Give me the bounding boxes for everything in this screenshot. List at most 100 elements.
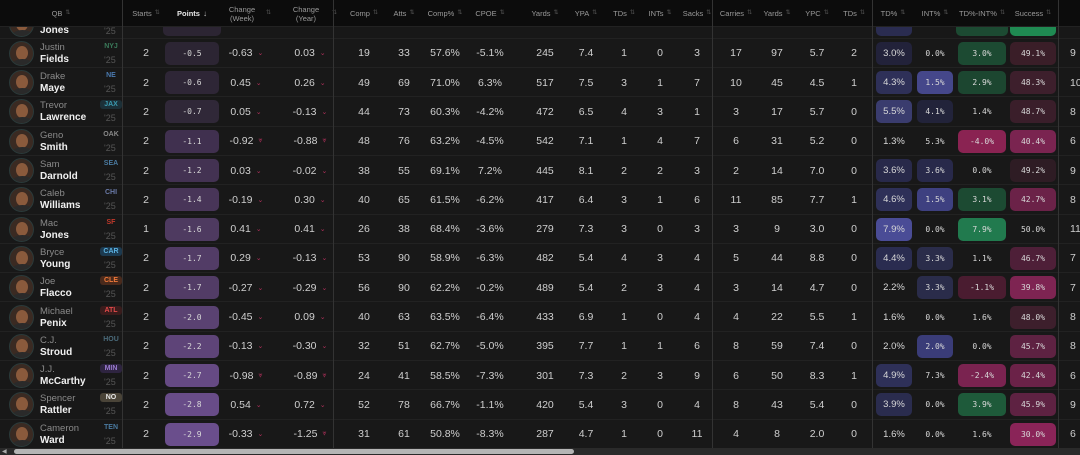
- scrollbar-thumb[interactable]: [14, 449, 574, 454]
- player-avatar: [9, 304, 34, 330]
- table-row[interactable]: Joe Flacco CLE '25 2 -1.7 -0.27 ⌄ -0.29 ⌄ 56 90 62.2…: [0, 273, 1080, 303]
- points-cell: -2.7: [165, 364, 219, 388]
- ypc-cell: 2.0: [809, 428, 825, 441]
- sort-icon[interactable]: ⇅: [553, 10, 559, 16]
- table-row[interactable]: Justin Fields NYJ '25 2 -0.5 -0.63 ⌄ 0.03 ⌄ 19 33 57…: [0, 39, 1080, 69]
- sort-icon[interactable]: ⇅: [409, 10, 415, 16]
- header-qb[interactable]: QB ⇅: [0, 0, 122, 27]
- player-first-name[interactable]: Joe: [40, 276, 56, 288]
- header-comp[interactable]: Comp ⇅: [345, 0, 383, 27]
- player-last-name[interactable]: Flacco: [40, 288, 72, 300]
- sort-icon[interactable]: ⇅: [900, 10, 906, 16]
- header-cpoe[interactable]: CPOE ⇅: [468, 0, 512, 27]
- sort-icon[interactable]: ⇅: [747, 10, 753, 16]
- table-row[interactable]: Trevor Lawrence JAX '25 2 -0.7 0.05 ⌄ -0.13 ⌄ 44 73…: [0, 97, 1080, 127]
- player-first-name[interactable]: J.J.: [40, 364, 55, 376]
- player-last-name[interactable]: Penix: [40, 317, 67, 329]
- sort-icon[interactable]: ⇅: [943, 10, 949, 16]
- table-row[interactable]: Caleb Williams CHI '25 2 -1.4 -0.19 ⌄ 0.30 ⌄ 40 65 6…: [0, 185, 1080, 215]
- ypc-cell: 8.8: [809, 252, 825, 265]
- scroll-left-icon[interactable]: ◀: [2, 449, 7, 455]
- yards-cell: 542: [536, 135, 554, 148]
- sort-icon[interactable]: ⇅: [265, 10, 272, 16]
- header-atts[interactable]: Atts ⇅: [385, 0, 423, 27]
- sort-desc-icon[interactable]: ↓: [202, 9, 207, 18]
- player-first-name[interactable]: Bryce: [40, 246, 65, 258]
- header-ints[interactable]: INTs ⇅: [640, 0, 680, 27]
- table-row[interactable]: Sam Darnold SEA '25 2 -1.2 0.03 ⌄ -0.02 ⌄ 38 55 69.1…: [0, 156, 1080, 186]
- header-tds[interactable]: TDs ⇅: [604, 0, 644, 27]
- table-row[interactable]: Michael Penix ATL '25 2 -2.0 -0.45 ⌄ 0.09 ⌄ 40 63 63…: [0, 303, 1080, 332]
- table-row[interactable]: Bryce Young CAR '25 2 -1.7 0.29 ⌄ -0.13 ⌄ 53 90 58.9…: [0, 244, 1080, 274]
- header-yards[interactable]: Yards ⇅: [520, 0, 570, 27]
- header-points[interactable]: Points ↓: [163, 0, 221, 27]
- table-row[interactable]: Mac Jones SF '25 1 -1.6 0.41 ⌄ 0.41 ⌄ 26 38 68.4% -3.…: [0, 215, 1080, 244]
- header-sacks[interactable]: Sacks ⇅: [676, 0, 718, 27]
- sort-icon[interactable]: ⇅: [372, 10, 379, 16]
- player-last-name[interactable]: McCarthy: [40, 376, 86, 388]
- sort-icon[interactable]: ⇅: [859, 10, 865, 16]
- header-int-pct[interactable]: INT% ⇅: [914, 0, 956, 27]
- table-row[interactable]: Cameron Ward TEN '25 2 -2.9 -0.33 ⌄ -1.25 ⩔ 31 61 50…: [0, 420, 1080, 448]
- header-chg-year[interactable]: Change (Year) ⇅: [282, 0, 338, 27]
- header-ypc[interactable]: YPC ⇅: [796, 0, 838, 27]
- player-last-name[interactable]: Young: [40, 258, 71, 270]
- sort-icon[interactable]: ⇅: [666, 10, 672, 16]
- sort-icon[interactable]: ⇅: [457, 10, 463, 16]
- player-first-name[interactable]: Justin: [40, 41, 65, 53]
- sort-icon[interactable]: ⇅: [331, 10, 338, 16]
- player-last-name[interactable]: Rattler: [40, 405, 72, 417]
- header-td-int-pct[interactable]: TD%-INT% ⇅: [956, 0, 1008, 27]
- sort-icon[interactable]: ⇅: [785, 10, 791, 16]
- player-last-name[interactable]: Maye: [40, 83, 66, 95]
- player-last-name[interactable]: Williams: [40, 200, 81, 212]
- header-carries[interactable]: Carries ⇅: [712, 0, 760, 27]
- player-last-name[interactable]: Stroud: [40, 346, 73, 358]
- sort-icon[interactable]: ⇅: [1046, 10, 1052, 16]
- player-first-name[interactable]: Cameron: [40, 422, 80, 434]
- table-row[interactable]: J.J. McCarthy MIN '25 2 -2.7 -0.98 ⩔ -0.89 ⩔ 24 41 5…: [0, 361, 1080, 391]
- sort-icon[interactable]: ⇅: [65, 10, 71, 16]
- horizontal-scrollbar[interactable]: ◀: [0, 448, 1080, 455]
- table-row[interactable]: Geno Smith OAK '25 2 -1.1 -0.92 ⩔ -0.88 ⩔ 48 76 63.2…: [0, 127, 1080, 156]
- player-first-name[interactable]: Michael: [40, 305, 73, 317]
- player-last-name[interactable]: Smith: [40, 141, 68, 153]
- header-td-pct[interactable]: TD% ⇅: [872, 0, 914, 27]
- sort-icon[interactable]: ⇅: [823, 10, 829, 16]
- table-row[interactable]: Spencer Rattler NO '25 2 -2.8 0.54 ⌄ 0.72 ⌄ 52 78 66…: [0, 390, 1080, 420]
- player-last-name[interactable]: Jones: [40, 229, 69, 241]
- player-first-name[interactable]: Geno: [40, 129, 64, 141]
- player-last-name[interactable]: Fields: [40, 53, 69, 65]
- header-label: Change (Week): [228, 4, 256, 23]
- sort-icon[interactable]: ⇅: [629, 10, 635, 16]
- sort-icon[interactable]: ⇅: [706, 10, 712, 16]
- table-row[interactable]: Drake Maye NE '25 2 -0.6 0.45 ⌄ 0.26 ⌄ 49 69 71.0% 6.…: [0, 68, 1080, 98]
- player-last-name[interactable]: Lawrence: [40, 112, 87, 124]
- next-column-cell: 9: [1070, 47, 1076, 60]
- player-first-name[interactable]: Sam: [40, 159, 60, 170]
- player-last-name[interactable]: Ward: [40, 434, 65, 446]
- sort-icon[interactable]: ⇅: [999, 10, 1005, 16]
- comp-cell: 48: [358, 135, 370, 148]
- sort-icon[interactable]: ⇅: [592, 10, 598, 16]
- sort-icon[interactable]: ⇅: [499, 10, 505, 16]
- header-comp-pct[interactable]: Comp% ⇅: [422, 0, 468, 27]
- player-last-name[interactable]: Darnold: [40, 171, 78, 182]
- atts-cell: 61: [398, 428, 410, 441]
- player-first-name[interactable]: C.J.: [40, 334, 57, 346]
- header-ypa[interactable]: YPA ⇅: [566, 0, 606, 27]
- header-rush-tds[interactable]: TDs ⇅: [834, 0, 874, 27]
- player-first-name[interactable]: Drake: [40, 71, 66, 83]
- header-rush-yards[interactable]: Yards ⇅: [756, 0, 798, 27]
- player-first-name[interactable]: Trevor: [40, 100, 68, 112]
- player-first-name[interactable]: Spencer: [40, 393, 76, 405]
- table-row[interactable]: C.J. Stroud HOU '25 2 -2.2 -0.13 ⌄ -0.30 ⌄ 32 51 62.…: [0, 332, 1080, 362]
- header-success[interactable]: Success ⇅: [1008, 0, 1058, 27]
- header-chg-week[interactable]: Change (Week) ⇅: [220, 0, 272, 27]
- player-last-name[interactable]: Jones: [40, 24, 69, 36]
- player-first-name[interactable]: Mac: [40, 217, 58, 229]
- player-first-name[interactable]: Caleb: [40, 188, 65, 200]
- header-starts[interactable]: Starts ⇅: [128, 0, 164, 27]
- header-label: Points: [177, 9, 200, 18]
- sort-icon[interactable]: ⇅: [154, 10, 160, 16]
